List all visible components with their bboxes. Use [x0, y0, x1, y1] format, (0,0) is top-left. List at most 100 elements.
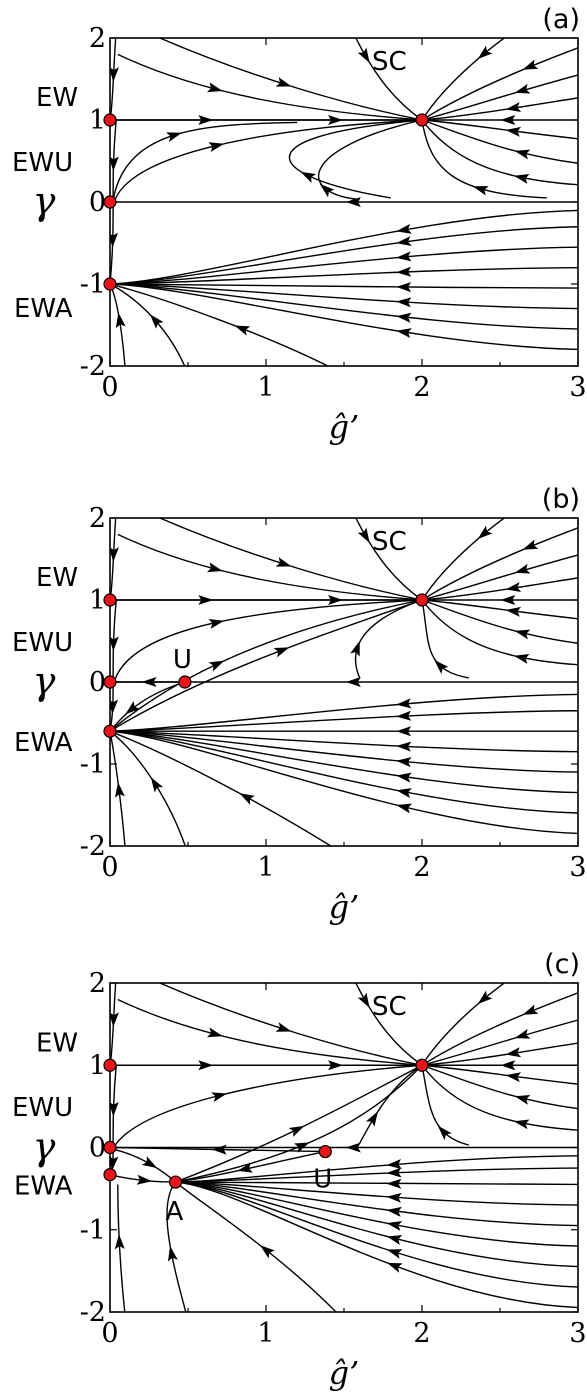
x-tick-label: 1: [257, 372, 274, 403]
flow-line: [175, 1181, 578, 1247]
flow-line: [117, 53, 423, 121]
flow-line: [421, 74, 578, 121]
flow-arrow: [110, 547, 119, 563]
flow-line: [421, 577, 578, 601]
flow-arrow: [514, 1094, 531, 1105]
x-tick-label: 1: [257, 852, 274, 883]
flow-arrow: [505, 102, 522, 112]
x-axis-label: ĝ’: [329, 888, 360, 926]
flow-line: [421, 518, 506, 601]
flow-arrow: [357, 992, 370, 1009]
flow-arrow: [125, 701, 141, 715]
flow-arrow: [513, 1119, 530, 1130]
fixed-point-ew: [103, 1058, 117, 1072]
flow-arrow: [211, 1092, 228, 1103]
flow-arrow: [386, 1159, 402, 1170]
fixed-point-sc: [415, 1058, 429, 1072]
flow-line: [110, 283, 578, 289]
flow-arrow: [386, 1178, 402, 1189]
flow-arrow: [396, 297, 412, 308]
flow-arrow: [115, 312, 126, 329]
fixed-point-ewa: [103, 724, 117, 738]
panel-label: (c): [544, 949, 580, 980]
flow-arrow: [208, 660, 225, 672]
flow-line: [421, 1064, 578, 1085]
flow-line: [421, 38, 506, 121]
flow-arrow: [328, 1060, 344, 1071]
flow-line: [175, 1181, 337, 1312]
fixed-point-ew: [103, 593, 117, 607]
flow-arrow: [206, 82, 223, 93]
flow-line: [358, 1064, 423, 1144]
flow-lines: [110, 518, 578, 846]
flow-arrow: [110, 1156, 119, 1171]
flow-arrow: [166, 132, 182, 142]
flow-lines: [110, 38, 578, 366]
fixed-point-u: [318, 1145, 332, 1159]
flow-arrow: [396, 757, 412, 768]
flow-arrow: [206, 562, 223, 573]
flow-line: [114, 599, 423, 681]
flow-arrow: [110, 636, 119, 652]
flow-line: [175, 1181, 578, 1227]
fixed-point-ewu: [103, 675, 117, 689]
flow-line: [421, 1065, 469, 1146]
flow-arrow: [386, 1235, 403, 1245]
flow-line: [158, 983, 423, 1066]
flow-arrow: [275, 557, 292, 567]
flow-arrow: [396, 223, 412, 234]
fixed-point-label-ewa: EWA: [14, 294, 73, 324]
flow-arrow: [437, 1125, 452, 1141]
flow-line: [355, 518, 423, 601]
x-tick-label: 2: [413, 852, 430, 883]
flow-arrow: [505, 1072, 522, 1083]
flow-arrow: [396, 741, 412, 752]
flow-line: [421, 527, 578, 601]
flow-arrow: [396, 312, 412, 323]
flow-arrow: [500, 115, 516, 125]
y-tick-label: 0: [89, 187, 106, 218]
fixed-point-label-ew: EW: [36, 563, 78, 593]
fixed-point-label-ewu: EWU: [12, 1093, 73, 1123]
flow-line: [110, 693, 578, 732]
y-tick-label: 0: [89, 1133, 106, 1164]
flow-line: [421, 119, 547, 199]
flow-line: [110, 266, 578, 285]
flow-line: [175, 1064, 423, 1183]
flow-line: [110, 283, 186, 366]
flow-line: [110, 283, 330, 366]
flow-line: [117, 998, 423, 1066]
flow-line: [110, 599, 423, 732]
flow-arrow: [505, 1047, 522, 1058]
y-axis-label: γ: [33, 1125, 56, 1169]
panel-c: 0 1 2 3 2 1 0 -1 -2 ĝ’ γ (c) EW EWU EWA A U SC: [12, 949, 587, 1392]
fixed-point-sc: [415, 593, 429, 607]
flow-line: [355, 983, 423, 1066]
flow-line: [117, 533, 423, 601]
fixed-point-ew: [103, 113, 117, 127]
flow-line: [421, 1064, 578, 1131]
flow-arrow: [141, 677, 157, 687]
flow-line: [355, 38, 423, 121]
flow-arrow: [345, 677, 361, 687]
flow-arrow: [350, 640, 360, 657]
y-tick-label: 1: [89, 105, 106, 136]
y-tick-label: -1: [80, 749, 106, 780]
flow-line: [175, 1181, 578, 1206]
x-tick-label: 1: [257, 1318, 274, 1349]
y-axis-label: γ: [33, 659, 56, 703]
x-tick-label: 3: [569, 852, 586, 883]
fixed-point-label-ewu: EWU: [12, 628, 73, 658]
flow-arrow: [110, 232, 118, 248]
flow-arrow: [514, 563, 531, 574]
flow-arrow: [477, 990, 493, 1005]
fixed-point-label-a: A: [166, 1197, 184, 1227]
flow-line: [421, 554, 578, 601]
flow-arrow: [396, 726, 412, 737]
flow-line: [175, 1167, 578, 1183]
flow-line: [421, 119, 578, 140]
flow-arrow: [136, 1174, 152, 1185]
flow-arrow: [386, 1192, 402, 1203]
flow-line: [117, 1184, 126, 1312]
flow-arrow: [328, 595, 344, 605]
